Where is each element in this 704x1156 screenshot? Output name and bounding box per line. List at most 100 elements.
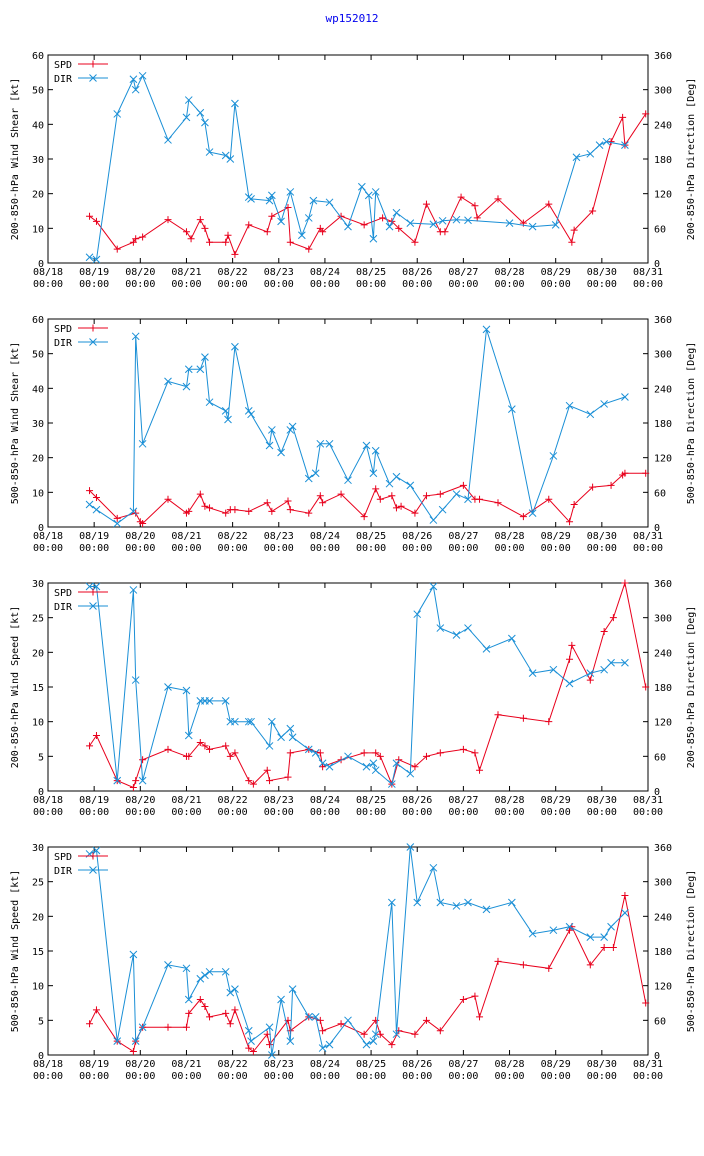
spd-point (372, 1016, 380, 1024)
dir-point (92, 582, 101, 591)
x-tick-time: 00:00 (79, 543, 109, 554)
dir-point (528, 929, 537, 938)
dir-point (371, 766, 380, 775)
dir-point (362, 1040, 371, 1049)
y-tick-label: 10 (32, 718, 44, 729)
legend-label-dir: DIR (54, 602, 73, 613)
spd-point (545, 964, 553, 972)
spd-point (196, 738, 204, 746)
dir-point (429, 582, 438, 591)
x-tick-time: 00:00 (541, 807, 571, 818)
x-tick-time: 00:00 (125, 279, 155, 290)
y-tick-label: 20 (32, 648, 44, 659)
spd-point (132, 777, 140, 785)
spd-point (519, 961, 527, 969)
spd-point (411, 1030, 419, 1038)
x-tick-date: 08/23 (264, 1059, 294, 1070)
dir-point (196, 974, 205, 983)
x-tick-date: 08/18 (33, 267, 63, 278)
spd-point (642, 110, 650, 118)
x-tick-date: 08/30 (587, 1059, 617, 1070)
dir-point (221, 697, 230, 705)
x-tick-date: 08/29 (541, 267, 571, 278)
spd-point (222, 742, 230, 750)
spd-point (372, 749, 380, 757)
dir-point (505, 219, 514, 227)
spd-point (642, 683, 650, 691)
spd-point (372, 485, 380, 493)
x-tick-time: 00:00 (264, 807, 294, 818)
x-tick-date: 08/26 (402, 267, 432, 278)
spd-point (206, 1013, 214, 1021)
dir-point (362, 441, 371, 450)
spd-point (286, 749, 294, 757)
y-tick-label: 5 (38, 1016, 44, 1027)
spd-point (286, 506, 294, 514)
spd-point (226, 1020, 234, 1028)
spd-point (222, 238, 230, 246)
x-tick-date: 08/30 (587, 795, 617, 806)
x-tick-date: 08/31 (633, 1059, 663, 1070)
dir-point (226, 155, 235, 163)
dir-point (392, 1030, 401, 1039)
plot-frame (47, 54, 649, 264)
spd-point (263, 228, 271, 236)
dir-point (286, 188, 295, 196)
spd-point (422, 1016, 430, 1024)
spd-point (600, 628, 608, 636)
dir-point (406, 219, 415, 227)
x-tick-time: 00:00 (494, 1071, 524, 1082)
x-tick-date: 08/28 (494, 795, 524, 806)
dir-point (464, 624, 472, 632)
y-axis-label: 500-850-hPa Wind Speed [kt] (10, 870, 21, 1033)
y2-tick-label: 240 (654, 912, 672, 923)
dir-point (507, 405, 516, 413)
y-tick-label: 5 (38, 752, 44, 763)
spd-point (86, 487, 94, 495)
x-tick-date: 08/23 (264, 531, 294, 542)
dir-point (231, 985, 239, 993)
dir-point (288, 422, 297, 431)
y-tick-label: 30 (32, 419, 44, 430)
spd-point (441, 228, 449, 236)
x-tick-time: 00:00 (402, 279, 432, 290)
dir-series-line (89, 846, 626, 1056)
plot-frame (47, 582, 649, 792)
dir-point (406, 769, 415, 778)
spd-point (201, 1002, 209, 1010)
dir-point (507, 634, 516, 643)
spd-point (519, 513, 527, 521)
dir-point (436, 898, 445, 907)
spd-point (164, 495, 172, 503)
x-tick-time: 00:00 (171, 807, 201, 818)
spd-point (164, 216, 172, 224)
dir-point (357, 182, 366, 191)
y-tick-label: 0 (38, 1051, 44, 1062)
spd-point (422, 200, 430, 208)
dir-point (318, 1044, 327, 1052)
dir-point (385, 479, 394, 488)
y2-tick-label: 60 (654, 1016, 666, 1027)
legend-marker-dir (89, 602, 97, 610)
spd-point (92, 494, 100, 502)
dir-point (392, 208, 401, 217)
dir-point (129, 75, 138, 84)
dir-point (595, 141, 604, 149)
spd-point (164, 1023, 172, 1031)
spd-point (206, 745, 214, 753)
dir-point (113, 110, 122, 118)
x-tick-date: 08/19 (79, 1059, 109, 1070)
dir-point (244, 407, 253, 415)
y-tick-label: 0 (38, 787, 44, 798)
x-tick-date: 08/22 (218, 267, 248, 278)
spd-point (494, 957, 502, 965)
x-tick-date: 08/18 (33, 795, 63, 806)
x-tick-time: 00:00 (264, 279, 294, 290)
dir-point (392, 472, 401, 481)
dir-point (371, 1030, 380, 1039)
x-tick-date: 08/23 (264, 795, 294, 806)
dir-point (277, 217, 285, 226)
x-tick-time: 00:00 (171, 279, 201, 290)
dir-point (311, 469, 320, 478)
dir-point (438, 505, 447, 514)
